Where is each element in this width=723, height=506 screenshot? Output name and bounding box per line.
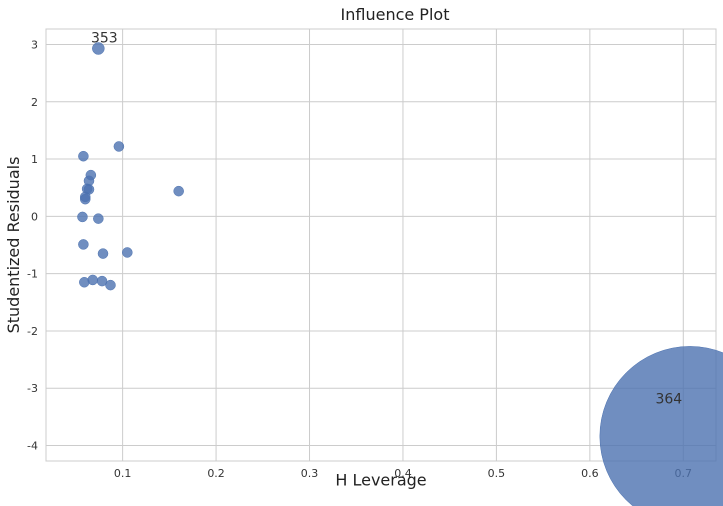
data-point (79, 193, 91, 205)
point-annotation: 364 (655, 391, 682, 407)
y-tick-label: 2 (31, 96, 38, 109)
y-tick-label: 3 (31, 38, 38, 51)
x-axis-label: H Leverage (335, 470, 426, 489)
y-axis-label: Studentized Residuals (4, 157, 23, 334)
y-tick-label: -4 (27, 440, 38, 453)
point-annotation: 353 (91, 30, 118, 46)
x-tick-label: 0.5 (488, 467, 506, 480)
data-point (599, 346, 723, 506)
data-point (78, 150, 89, 162)
y-tick-label: -2 (27, 325, 38, 338)
y-tick-label: -1 (27, 268, 38, 281)
data-points (77, 42, 723, 506)
grid-lines (46, 29, 716, 461)
data-point (77, 211, 88, 223)
data-point (78, 239, 89, 250)
x-tick-label: 0.3 (301, 467, 319, 480)
x-tick-label: 0.2 (207, 467, 225, 480)
data-point (96, 275, 108, 287)
data-point (105, 279, 116, 291)
x-tick-label: 0.6 (581, 467, 599, 480)
data-point (93, 213, 104, 224)
x-tick-label: 0.1 (114, 467, 132, 480)
chart-title: Influence Plot (341, 5, 450, 24)
point-annotations: 353 364 (91, 30, 682, 407)
plot-frame (45, 28, 717, 462)
data-point (79, 276, 90, 288)
x-tick-label: 0.4 (394, 467, 412, 480)
y-tick-labels: -4 -3 -2 -1 0 1 2 3 (27, 38, 38, 452)
data-point (122, 247, 133, 258)
data-point (92, 42, 105, 55)
y-tick-label: 0 (31, 210, 38, 223)
y-tick-label: 1 (31, 153, 38, 166)
data-point (97, 248, 109, 259)
data-point (173, 185, 184, 197)
y-tick-label: -3 (27, 382, 38, 395)
x-tick-labels: 0.10.20.30.40.50.60.7 (114, 467, 692, 480)
data-point (113, 141, 125, 152)
